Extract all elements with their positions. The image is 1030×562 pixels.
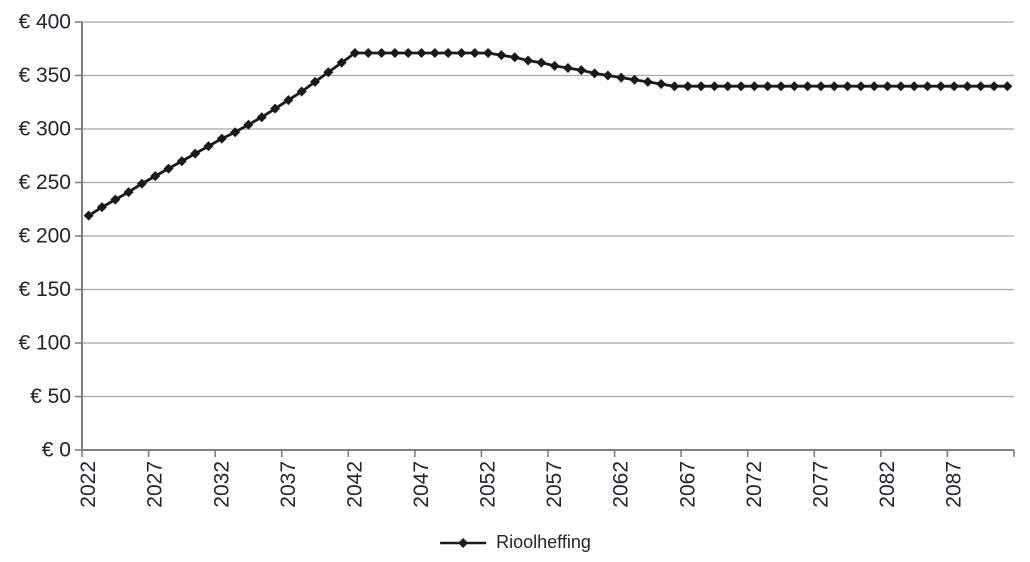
data-point-marker xyxy=(469,48,480,59)
data-point-marker xyxy=(776,81,786,92)
data-point-marker xyxy=(549,60,560,71)
data-point-marker xyxy=(989,81,1000,92)
data-point-marker xyxy=(895,81,906,92)
data-point-marker xyxy=(882,81,893,92)
x-axis-label: 2077 xyxy=(809,461,832,508)
data-point-marker xyxy=(216,133,227,144)
data-point-marker xyxy=(576,65,587,76)
y-axis-label: € 150 xyxy=(18,278,71,301)
data-point-marker xyxy=(642,76,653,87)
data-point-marker xyxy=(562,63,573,74)
data-point-marker xyxy=(96,202,107,213)
y-axis-label: € 50 xyxy=(30,385,71,408)
data-point-marker xyxy=(349,48,360,59)
data-point-marker xyxy=(669,81,680,92)
data-point-marker xyxy=(656,79,667,90)
x-axis-label: 2062 xyxy=(610,461,633,508)
x-axis-label: 2032 xyxy=(210,461,233,508)
data-point-marker xyxy=(829,81,840,92)
x-axis-label: 2027 xyxy=(144,461,167,508)
data-point-marker xyxy=(749,81,760,92)
data-point-marker xyxy=(496,50,507,61)
y-axis-label: € 0 xyxy=(42,439,71,462)
data-point-marker xyxy=(629,74,640,85)
x-axis-label: 2037 xyxy=(277,461,300,508)
x-axis-label: 2047 xyxy=(410,461,433,508)
data-point-marker xyxy=(203,141,214,152)
data-point-marker xyxy=(962,81,973,92)
data-point-marker xyxy=(429,48,440,59)
data-point-marker xyxy=(1002,81,1013,92)
data-point-marker xyxy=(456,48,467,59)
data-point-marker xyxy=(190,148,201,159)
data-point-marker xyxy=(243,119,254,130)
x-axis-label: 2087 xyxy=(943,461,966,508)
data-point-marker xyxy=(509,52,520,63)
x-axis-label: 2052 xyxy=(477,461,500,508)
data-point-marker xyxy=(363,48,374,59)
data-point-marker xyxy=(789,81,800,92)
data-point-marker xyxy=(310,76,320,87)
data-point-marker xyxy=(256,112,267,123)
data-point-marker xyxy=(230,127,241,138)
data-point-marker xyxy=(416,48,427,59)
data-point-marker xyxy=(483,48,494,59)
data-point-marker xyxy=(296,86,307,97)
data-point-marker xyxy=(176,156,187,167)
y-axis-label: € 400 xyxy=(18,11,71,34)
data-point-marker xyxy=(443,48,454,59)
data-point-marker xyxy=(403,48,414,59)
y-axis-label: € 100 xyxy=(18,332,71,355)
data-point-marker xyxy=(975,81,986,92)
data-point-marker xyxy=(815,81,826,92)
data-point-marker xyxy=(922,81,933,92)
x-axis-label: 2082 xyxy=(876,461,899,508)
x-axis-label: 2072 xyxy=(743,461,766,508)
data-point-marker xyxy=(83,210,94,221)
data-point-marker xyxy=(709,81,720,92)
data-point-marker xyxy=(323,67,334,78)
data-point-marker xyxy=(949,81,960,92)
data-point-marker xyxy=(589,68,600,79)
data-point-marker xyxy=(123,187,134,198)
data-point-marker xyxy=(696,81,707,92)
data-point-marker xyxy=(802,81,813,92)
data-point-marker xyxy=(869,81,880,92)
x-axis-label: 2022 xyxy=(77,461,100,508)
data-point-marker xyxy=(762,81,773,92)
data-point-marker xyxy=(536,57,547,68)
data-point-marker xyxy=(602,70,613,81)
y-axis-label: € 250 xyxy=(18,171,71,194)
x-axis-label: 2057 xyxy=(543,461,566,508)
y-axis-label: € 300 xyxy=(18,118,71,141)
data-point-marker xyxy=(909,81,920,92)
data-point-marker xyxy=(842,81,853,92)
data-point-marker xyxy=(722,81,733,92)
legend-series-label: Rioolheffing xyxy=(496,532,591,552)
data-point-marker xyxy=(376,48,387,59)
data-point-marker xyxy=(136,178,147,189)
data-point-marker xyxy=(616,72,627,83)
y-axis-label: € 350 xyxy=(18,64,71,87)
data-point-marker xyxy=(336,57,347,68)
x-axis-label: 2042 xyxy=(343,461,366,508)
data-point-marker xyxy=(523,55,534,66)
data-point-marker xyxy=(855,81,866,92)
data-point-marker xyxy=(270,103,281,114)
data-point-marker xyxy=(283,95,294,106)
y-axis-label: € 200 xyxy=(18,225,71,248)
data-point-marker xyxy=(163,163,174,174)
x-axis-label: 2067 xyxy=(676,461,699,508)
data-point-marker xyxy=(389,48,400,59)
data-point-marker xyxy=(935,81,946,92)
data-point-marker xyxy=(150,171,161,182)
data-point-marker xyxy=(682,81,693,92)
legend-series-marker-icon xyxy=(440,537,487,548)
data-point-marker xyxy=(110,194,121,205)
series-line-rioolheffing xyxy=(87,51,1008,217)
chart-legend: Rioolheffing xyxy=(439,532,591,553)
data-point-marker xyxy=(736,81,747,92)
